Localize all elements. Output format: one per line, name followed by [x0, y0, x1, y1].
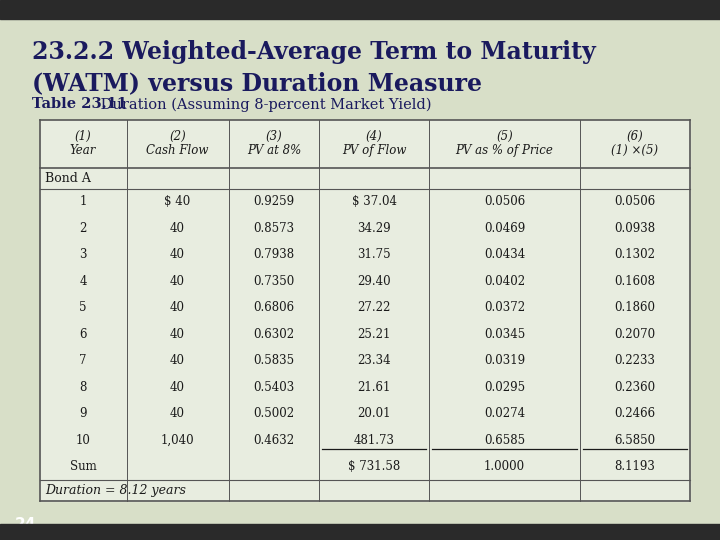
Text: 7: 7: [79, 354, 87, 367]
Text: 0.0372: 0.0372: [484, 301, 525, 314]
Text: 481.73: 481.73: [354, 434, 395, 447]
Text: 27.22: 27.22: [357, 301, 391, 314]
Text: 0.0402: 0.0402: [484, 275, 525, 288]
Text: 40: 40: [170, 354, 185, 367]
Text: 6: 6: [79, 328, 87, 341]
Text: 40: 40: [170, 301, 185, 314]
Text: (1) ×(5): (1) ×(5): [611, 144, 659, 157]
Text: 0.5002: 0.5002: [253, 407, 294, 420]
Text: 0.7938: 0.7938: [253, 248, 294, 261]
Text: 24: 24: [14, 517, 36, 532]
Text: 21.61: 21.61: [357, 381, 391, 394]
Text: 29.40: 29.40: [357, 275, 391, 288]
Text: 20.01: 20.01: [357, 407, 391, 420]
Text: $ 731.58: $ 731.58: [348, 460, 400, 473]
Text: 0.0506: 0.0506: [484, 195, 525, 208]
Text: (2): (2): [169, 130, 186, 143]
Text: 0.2070: 0.2070: [614, 328, 655, 341]
Text: 1,040: 1,040: [161, 434, 194, 447]
Text: 0.9259: 0.9259: [253, 195, 294, 208]
Text: (WATM) versus Duration Measure: (WATM) versus Duration Measure: [32, 71, 482, 95]
Text: 5: 5: [79, 301, 87, 314]
Text: 0.2233: 0.2233: [614, 354, 655, 367]
Text: 0.1860: 0.1860: [614, 301, 655, 314]
Text: (1): (1): [75, 130, 91, 143]
Text: 40: 40: [170, 248, 185, 261]
Text: 1.0000: 1.0000: [484, 460, 525, 473]
Text: 0.0295: 0.0295: [484, 381, 525, 394]
Text: 6.5850: 6.5850: [614, 434, 655, 447]
Text: 0.2466: 0.2466: [614, 407, 655, 420]
Text: 3: 3: [79, 248, 87, 261]
Text: Cash Flow: Cash Flow: [146, 144, 209, 157]
Text: 40: 40: [170, 275, 185, 288]
Text: 0.6806: 0.6806: [253, 301, 294, 314]
Text: $ 37.04: $ 37.04: [351, 195, 397, 208]
Text: PV of Flow: PV of Flow: [342, 144, 406, 157]
Text: 9: 9: [79, 407, 87, 420]
Text: (6): (6): [626, 130, 644, 143]
Text: 0.0345: 0.0345: [484, 328, 525, 341]
Text: 0.2360: 0.2360: [614, 381, 655, 394]
Text: 0.6585: 0.6585: [484, 434, 525, 447]
Text: 0.0506: 0.0506: [614, 195, 656, 208]
Text: $ 40: $ 40: [164, 195, 191, 208]
Text: 0.8573: 0.8573: [253, 222, 294, 235]
Text: 0.1302: 0.1302: [614, 248, 655, 261]
Text: Year: Year: [70, 144, 96, 157]
Text: 0.1608: 0.1608: [614, 275, 655, 288]
Text: 40: 40: [170, 407, 185, 420]
Text: Duration = 8.12 years: Duration = 8.12 years: [45, 484, 186, 497]
Text: 25.21: 25.21: [357, 328, 391, 341]
Text: 8.1193: 8.1193: [614, 460, 655, 473]
Text: 40: 40: [170, 328, 185, 341]
Text: Duration (Assuming 8-percent Market Yield): Duration (Assuming 8-percent Market Yiel…: [96, 97, 431, 112]
Text: 40: 40: [170, 222, 185, 235]
Text: PV as % of Price: PV as % of Price: [456, 144, 554, 157]
Text: 23.34: 23.34: [357, 354, 391, 367]
Text: 4: 4: [79, 275, 87, 288]
Text: 40: 40: [170, 381, 185, 394]
Text: 0.0938: 0.0938: [614, 222, 655, 235]
Text: 0.5835: 0.5835: [253, 354, 294, 367]
Text: 0.5403: 0.5403: [253, 381, 294, 394]
Text: 0.0319: 0.0319: [484, 354, 525, 367]
Text: 0.6302: 0.6302: [253, 328, 294, 341]
Text: 2: 2: [79, 222, 86, 235]
Text: Bond A: Bond A: [45, 172, 91, 185]
Text: Table 23.11: Table 23.11: [32, 97, 127, 111]
Text: 0.4632: 0.4632: [253, 434, 294, 447]
Text: 10: 10: [76, 434, 91, 447]
Text: 0.0434: 0.0434: [484, 248, 525, 261]
Text: 8: 8: [79, 381, 86, 394]
Text: Sum: Sum: [70, 460, 96, 473]
Text: 34.29: 34.29: [357, 222, 391, 235]
Text: PV at 8%: PV at 8%: [247, 144, 301, 157]
Text: (4): (4): [366, 130, 382, 143]
Text: 0.0274: 0.0274: [484, 407, 525, 420]
Text: 1: 1: [79, 195, 86, 208]
Text: (3): (3): [266, 130, 282, 143]
Text: 23.2.2 Weighted-Average Term to Maturity: 23.2.2 Weighted-Average Term to Maturity: [32, 40, 596, 64]
Text: (5): (5): [496, 130, 513, 143]
Text: 31.75: 31.75: [357, 248, 391, 261]
Text: 0.7350: 0.7350: [253, 275, 294, 288]
Text: 0.0469: 0.0469: [484, 222, 525, 235]
